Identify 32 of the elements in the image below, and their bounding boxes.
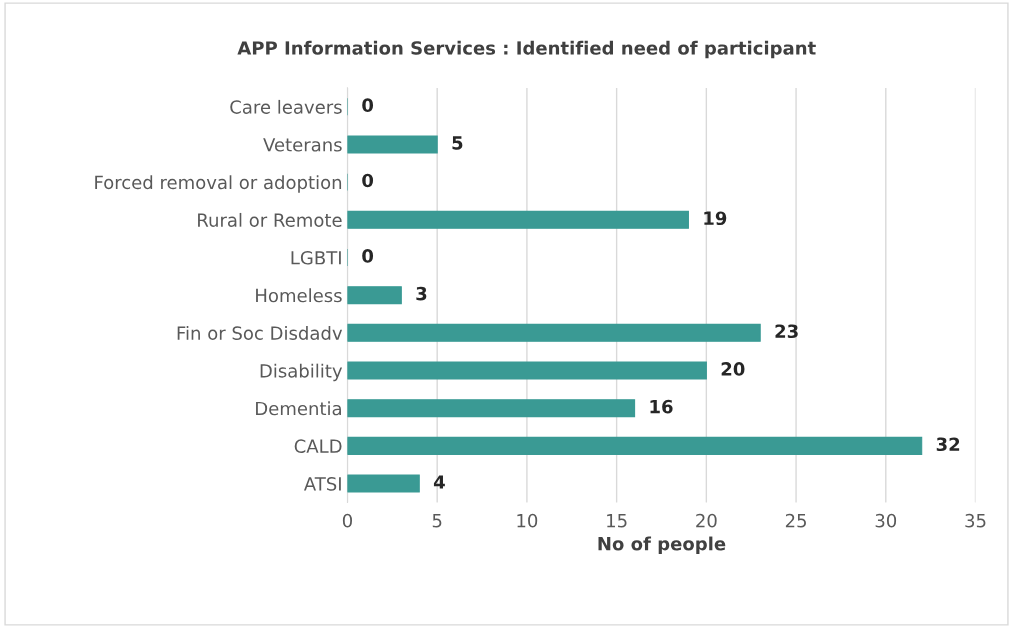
data-label: 0 — [362, 98, 374, 112]
data-label: 3 — [416, 286, 427, 301]
data-label: 5 — [452, 136, 463, 150]
x-tick-label: 25 — [785, 513, 806, 528]
y-tick-label: Disability — [260, 363, 343, 382]
y-tick-label: Veterans — [263, 138, 342, 152]
y-tick-label: Rural or Remote — [198, 212, 342, 227]
data-label: 0 — [362, 249, 374, 263]
y-tick-label: Care leavers — [230, 99, 342, 114]
data-label: 20 — [721, 362, 745, 376]
x-axis-title: No of people — [598, 536, 726, 555]
y-tick-label: CALD — [294, 439, 342, 453]
x-tick-label: 5 — [432, 514, 442, 528]
y-tick-label: Fin or Soc Disdadv — [177, 325, 343, 340]
x-tick-label: 35 — [965, 513, 986, 528]
data-label: 23 — [775, 324, 798, 339]
x-tick-label: 15 — [607, 514, 627, 528]
chart-title: APP Information Services : Identified need of participant — [237, 40, 816, 59]
y-tick-label: Dementia — [256, 401, 341, 416]
x-tick-label: 10 — [517, 513, 538, 528]
x-tick-label: 30 — [875, 513, 897, 528]
y-tick-label: LGBTI — [291, 250, 341, 265]
x-tick-label: 0 — [342, 513, 352, 528]
data-label: 32 — [936, 437, 960, 452]
y-tick-label: Forced removal or adoption — [95, 175, 342, 193]
x-tick-label: 20 — [696, 513, 717, 528]
y-tick-label: Homeless — [256, 288, 342, 303]
data-label: 4 — [433, 475, 445, 489]
y-tick-label: ATSI — [303, 477, 341, 491]
data-label: 16 — [650, 399, 673, 414]
data-label: 0 — [362, 173, 374, 188]
data-label: 19 — [704, 211, 727, 226]
